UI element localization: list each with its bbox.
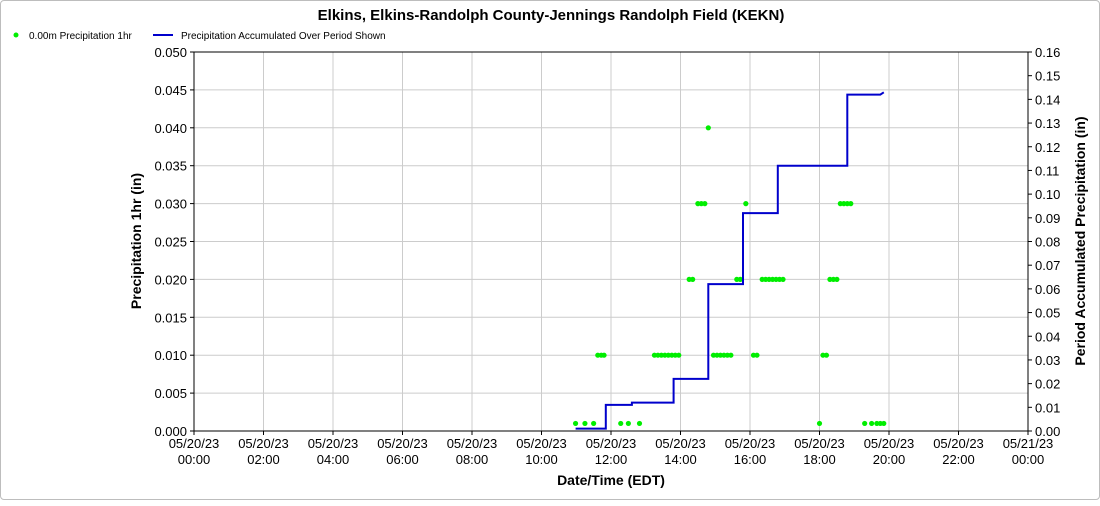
right-y-tick-label: 0.00 (1035, 424, 1060, 439)
x-tick-date: 05/20/23 (655, 436, 706, 451)
right-y-tick-label: 0.03 (1035, 353, 1060, 368)
x-tick-time: 02:00 (247, 452, 280, 467)
accumulated-precip-line (575, 91, 885, 430)
x-tick-date: 05/20/23 (516, 436, 567, 451)
left-y-tick-label: 0.015 (154, 310, 187, 325)
right-y-axis-ticks: 0.00 0.01 0.02 0.03 0.04 0.05 0.06 0.07 0.08 0.09… (1028, 45, 1060, 439)
x-axis-label: Date/Time (EDT) (557, 472, 665, 488)
x-tick-time: 00:00 (1012, 452, 1045, 467)
right-y-tick-label: 0.07 (1035, 258, 1060, 273)
precip-1hr-points (572, 125, 887, 427)
left-y-tick-label: 0.040 (154, 121, 187, 136)
x-tick-time: 22:00 (942, 452, 975, 467)
x-tick-date: 05/20/23 (933, 436, 984, 451)
right-y-tick-label: 0.05 (1035, 306, 1060, 321)
right-y-tick-label: 0.09 (1035, 211, 1060, 226)
x-tick-time: 00:00 (178, 452, 211, 467)
legend-precip-1hr-label: 0.00m Precipitation 1hr (29, 31, 133, 42)
left-y-tick-label: 0.025 (154, 235, 187, 250)
precip-1hr-point (848, 201, 854, 207)
x-tick-date: 05/20/23 (794, 436, 845, 451)
x-tick-date: 05/21/23 (1003, 436, 1054, 451)
precip-1hr-point (869, 420, 875, 427)
precip-1hr-point (862, 420, 868, 427)
precip-1hr-point (625, 420, 631, 427)
right-y-tick-label: 0.10 (1035, 187, 1060, 202)
precip-1hr-point (816, 420, 823, 427)
legend: 0.00m Precipitation 1hr Precipitation Ac… (13, 31, 386, 42)
x-tick-date: 05/20/23 (725, 436, 776, 451)
precip-1hr-point (834, 276, 840, 282)
left-y-tick-label: 0.030 (154, 197, 187, 212)
precip-1hr-point (690, 276, 696, 282)
right-y-tick-label: 0.04 (1035, 329, 1060, 344)
left-y-tick-label: 0.045 (154, 83, 187, 98)
precip-1hr-point (601, 352, 607, 358)
x-tick-date: 05/20/23 (377, 436, 428, 451)
x-tick-time: 14:00 (664, 452, 697, 467)
x-tick-date: 05/20/23 (586, 436, 637, 451)
chart-title: Elkins, Elkins-Randolph County-Jennings … (318, 7, 785, 24)
right-y-tick-label: 0.14 (1035, 92, 1060, 107)
right-y-tick-label: 0.12 (1035, 140, 1060, 155)
x-axis-ticks: 05/20/2300:0005/20/2302:0005/20/2304:000… (169, 431, 1054, 467)
precip-1hr-point (705, 125, 711, 131)
precip-1hr-point (618, 420, 624, 427)
precip-1hr-point (823, 352, 830, 358)
precip-1hr-point (728, 352, 734, 358)
x-tick-time: 04:00 (317, 452, 350, 467)
grid (193, 51, 1029, 432)
left-y-axis-ticks: 0.000 0.005 0.010 0.015 0.020 0.025 0.030 0.035… (154, 45, 194, 439)
precip-1hr-point (780, 276, 786, 282)
left-y-tick-label: 0.005 (154, 386, 187, 401)
precip-1hr-point (636, 420, 643, 427)
precip-1hr-point (754, 352, 760, 358)
right-y-tick-label: 0.01 (1035, 400, 1060, 415)
left-y-tick-label: 0.035 (154, 159, 187, 174)
legend-precip-1hr-marker-icon (13, 32, 19, 38)
x-tick-date: 05/20/23 (308, 436, 359, 451)
left-y-tick-label: 0.020 (154, 272, 187, 287)
right-y-tick-label: 0.02 (1035, 377, 1060, 392)
legend-accumulated-label: Precipitation Accumulated Over Period Sh… (181, 31, 386, 42)
x-tick-date: 05/20/23 (238, 436, 289, 451)
x-tick-date: 05/20/23 (864, 436, 915, 451)
precip-1hr-point (582, 420, 588, 427)
left-y-axis-label: Precipitation 1hr (in) (128, 173, 144, 309)
left-y-tick-label: 0.010 (154, 348, 187, 363)
x-tick-time: 18:00 (803, 452, 836, 467)
left-y-tick-label: 0.050 (154, 45, 187, 60)
precip-1hr-point (743, 201, 749, 207)
right-y-tick-label: 0.06 (1035, 282, 1060, 297)
left-y-tick-label: 0.000 (154, 424, 187, 439)
precip-1hr-point (676, 352, 682, 358)
precip-1hr-point (702, 201, 708, 207)
right-y-tick-label: 0.15 (1035, 69, 1060, 84)
right-y-tick-label: 0.16 (1035, 45, 1060, 60)
right-y-tick-label: 0.13 (1035, 116, 1060, 131)
right-y-axis-label: Period Accumulated Precipitation (in) (1072, 116, 1088, 365)
precip-1hr-point (572, 420, 579, 427)
x-tick-time: 08:00 (456, 452, 489, 467)
x-tick-time: 12:00 (595, 452, 628, 467)
x-tick-time: 20:00 (873, 452, 906, 467)
precip-1hr-point (881, 420, 887, 427)
right-y-tick-label: 0.11 (1035, 163, 1059, 178)
precip-1hr-point (737, 276, 743, 282)
x-tick-date: 05/20/23 (169, 436, 220, 451)
x-tick-date: 05/20/23 (447, 436, 498, 451)
x-tick-time: 10:00 (525, 452, 558, 467)
x-tick-time: 06:00 (386, 452, 419, 467)
x-tick-time: 16:00 (734, 452, 767, 467)
precip-1hr-point (591, 420, 597, 427)
right-y-tick-label: 0.08 (1035, 235, 1060, 250)
